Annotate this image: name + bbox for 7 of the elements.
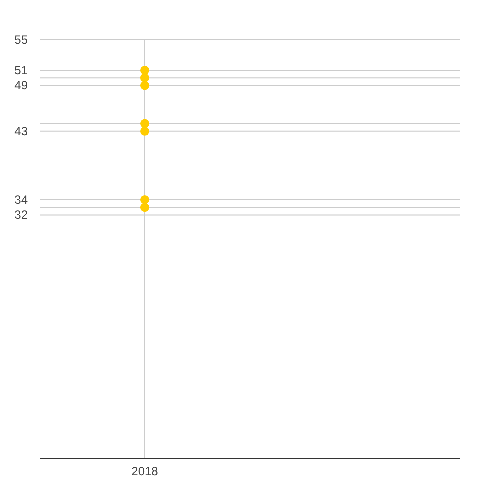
y-tick-label: 32 (14, 208, 28, 222)
y-tick-label: 49 (14, 78, 28, 93)
y-tick-label: 51 (14, 63, 28, 78)
x-tick-label: 2018 (132, 464, 159, 479)
y-tick-label: 34 (14, 192, 28, 207)
y-tick-label: 55 (14, 32, 28, 47)
y-tick-label: 43 (14, 124, 28, 138)
